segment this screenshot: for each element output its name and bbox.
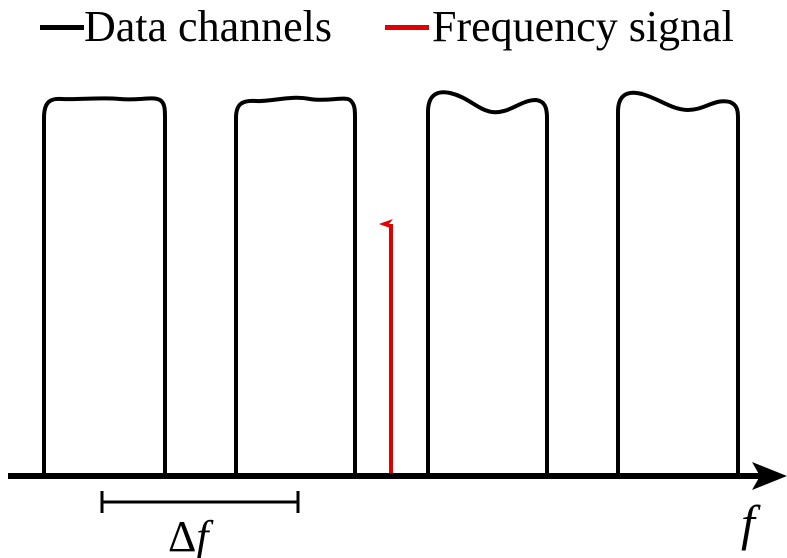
legend-label-data-channels: Data channels	[84, 2, 332, 51]
legend-label-frequency-signal: Frequency signal	[432, 2, 734, 51]
legend-swatch-data-channels	[40, 24, 84, 30]
legend-item-data-channels: Data channels	[40, 2, 332, 52]
data-channel-2	[234, 95, 357, 475]
channel-spacing-label: Δf	[168, 512, 214, 558]
legend: Data channels Frequency signal	[0, 0, 787, 62]
data-channel-3	[426, 90, 549, 475]
data-channel-4	[616, 90, 740, 475]
channel-spacing-marker	[100, 491, 300, 513]
delta-symbol: Δ	[168, 512, 196, 558]
data-channel-1	[42, 96, 167, 475]
legend-swatch-frequency-signal	[385, 24, 429, 30]
legend-item-frequency-signal: Frequency signal	[385, 2, 734, 52]
frequency-axis-arrowhead	[752, 462, 787, 490]
delta-variable: f	[196, 512, 214, 558]
frequency-axis-label: f	[741, 495, 761, 551]
